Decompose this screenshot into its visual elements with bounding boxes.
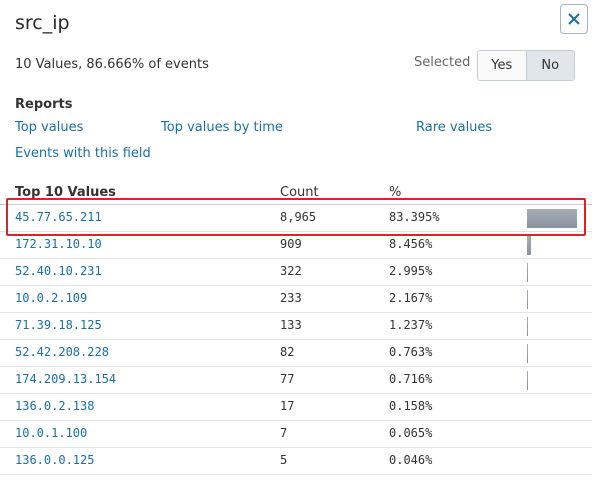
row-percent-bar <box>527 236 531 255</box>
row-value-link[interactable]: 71.39.18.125 <box>15 318 102 332</box>
table-row: 174.209.13.154 77 0.716% <box>0 367 592 394</box>
table-row: 10.0.1.100 7 0.065% <box>0 421 592 448</box>
row-value-link[interactable]: 136.0.0.125 <box>15 453 95 467</box>
row-percent: 2.995% <box>389 264 433 278</box>
table-row: 52.42.208.228 82 0.763% <box>0 340 592 367</box>
column-header-percent: % <box>389 185 402 200</box>
row-percent: 83.395% <box>389 210 440 224</box>
row-percent: 0.046% <box>389 453 433 467</box>
row-percent-bar <box>527 290 528 309</box>
close-button[interactable] <box>560 4 588 34</box>
field-summary: 10 Values, 86.666% of events <box>15 57 209 72</box>
field-title: src_ip <box>15 12 70 34</box>
rare-values-link[interactable]: Rare values <box>416 120 493 135</box>
row-percent: 1.237% <box>389 318 433 332</box>
row-percent-bar <box>527 263 528 282</box>
column-header-value: Top 10 Values <box>15 185 116 200</box>
selected-toggle: Yes No <box>477 50 575 81</box>
row-value-link[interactable]: 10.0.2.109 <box>15 291 88 305</box>
row-count: 909 <box>280 237 302 251</box>
row-count: 82 <box>280 345 295 359</box>
column-header-count: Count <box>280 185 319 200</box>
table-row: 136.0.2.138 17 0.158% <box>0 394 592 421</box>
row-value-link[interactable]: 136.0.2.138 <box>15 399 95 413</box>
row-value-link[interactable]: 52.42.208.228 <box>15 345 109 359</box>
table-row: 136.0.0.125 5 0.046% <box>0 448 592 475</box>
table-row: 172.31.10.10 909 8.456% <box>0 232 592 259</box>
row-count: 77 <box>280 372 295 386</box>
row-percent-bar <box>527 209 577 228</box>
row-percent: 0.065% <box>389 426 433 440</box>
row-percent: 0.158% <box>389 399 433 413</box>
row-count: 7 <box>280 426 288 440</box>
row-value-link[interactable]: 45.77.65.211 <box>15 210 102 224</box>
table-row: 10.0.2.109 233 2.167% <box>0 286 592 313</box>
row-percent-bar <box>527 344 528 363</box>
selected-label: Selected <box>414 55 471 70</box>
reports-heading: Reports <box>15 97 73 112</box>
row-value-link[interactable]: 10.0.1.100 <box>15 426 88 440</box>
top-values-link[interactable]: Top values <box>15 120 84 135</box>
top-values-by-time-link[interactable]: Top values by time <box>161 120 283 135</box>
table-row: 52.40.10.231 322 2.995% <box>0 259 592 286</box>
row-percent: 0.763% <box>389 345 433 359</box>
row-percent: 0.716% <box>389 372 433 386</box>
row-count: 17 <box>280 399 295 413</box>
row-percent-bar <box>527 371 528 390</box>
row-value-link[interactable]: 172.31.10.10 <box>15 237 102 251</box>
row-value-link[interactable]: 52.40.10.231 <box>15 264 102 278</box>
row-count: 8,965 <box>280 210 317 224</box>
row-percent-bar <box>527 317 528 336</box>
events-with-field-link[interactable]: Events with this field <box>15 146 151 161</box>
row-percent: 2.167% <box>389 291 433 305</box>
row-count: 5 <box>280 453 288 467</box>
selected-no-button[interactable]: No <box>526 51 574 80</box>
row-percent: 8.456% <box>389 237 433 251</box>
close-icon <box>568 13 580 25</box>
selected-yes-button[interactable]: Yes <box>478 51 527 80</box>
table-divider <box>0 204 592 205</box>
row-count: 322 <box>280 264 302 278</box>
row-count: 133 <box>280 318 302 332</box>
row-count: 233 <box>280 291 302 305</box>
table-row: 71.39.18.125 133 1.237% <box>0 313 592 340</box>
row-value-link[interactable]: 174.209.13.154 <box>15 372 117 386</box>
table-row: 45.77.65.211 8,965 83.395% <box>0 205 592 232</box>
